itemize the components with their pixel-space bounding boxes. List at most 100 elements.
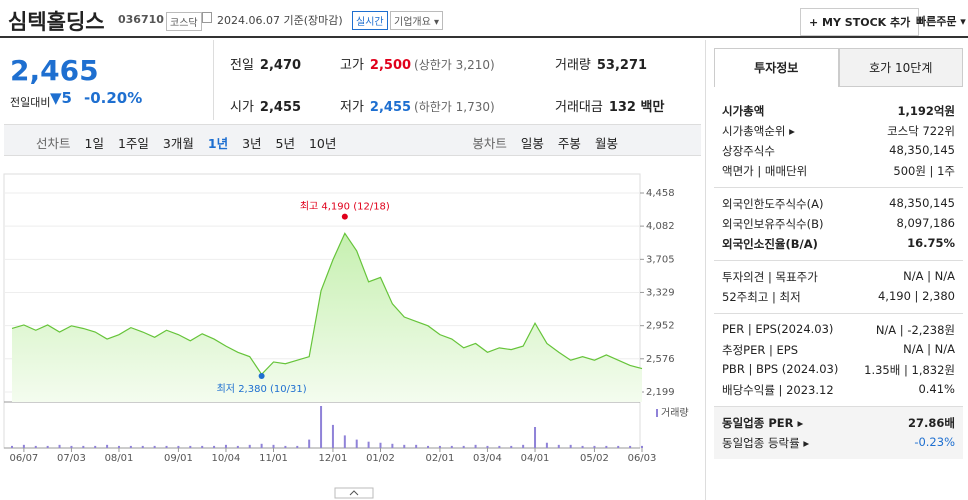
y-tick-label: 2,576: [646, 354, 675, 365]
invest-row: 외국인보유주식수(B) 8,097,186: [722, 214, 955, 234]
tab-label: 봉차트: [472, 136, 507, 151]
volume-bar: [296, 445, 299, 448]
invest-row: PER | EPS(2024.03) N/A | -2,238원: [722, 320, 955, 340]
x-tick-label: 01/02: [366, 453, 395, 464]
invest-row: 동일업종 등락률 ▸ -0.23%: [722, 433, 955, 453]
overview-button[interactable]: 기업개요 ▾: [390, 11, 443, 30]
quote-extra: (하한가 1,730): [414, 100, 495, 114]
invest-value: -0.23%: [914, 435, 955, 449]
volume-bar: [70, 445, 73, 448]
volume-bar: [106, 444, 109, 448]
legend-swatch: [656, 409, 658, 417]
volume-bar: [331, 424, 334, 448]
volume-bar: [581, 445, 584, 448]
volume-bar: [46, 445, 49, 448]
period-tab[interactable]: 3개월: [162, 136, 194, 151]
y-tick-label: 2,952: [646, 321, 675, 332]
volume-bar: [201, 445, 204, 448]
period-tab[interactable]: 10년: [308, 136, 337, 151]
volume-bar: [545, 442, 548, 448]
invest-row: 추정PER | EPS N/A | N/A: [722, 340, 955, 360]
invest-row: PBR | BPS (2024.03) 1.35배 | 1,832원: [722, 360, 955, 380]
volume-bar: [438, 445, 441, 448]
volume-bar: [474, 444, 477, 448]
volume-bar: [189, 445, 192, 448]
invest-value: N/A | -2,238원: [875, 323, 955, 337]
volume-bar: [260, 443, 263, 448]
market-badge: 코스닥: [166, 12, 202, 31]
volume-bar: [450, 445, 453, 448]
x-tick-label: 06/07: [9, 453, 38, 464]
invest-section: 동일업종 PER ▸ 27.86배 동일업종 등락률 ▸ -0.23%: [714, 407, 963, 459]
invest-value: N/A | N/A: [903, 342, 955, 356]
invest-row: 시가총액 1,192억원: [722, 101, 955, 121]
invest-label: 시가총액순위 ▸: [722, 124, 795, 138]
stock-code: 036710: [118, 13, 164, 26]
period-tab[interactable]: 5년: [275, 136, 295, 151]
volume-bar: [403, 444, 406, 448]
volume-bar: [510, 445, 513, 448]
period-tab[interactable]: 1일: [84, 136, 104, 151]
volume-bar: [248, 444, 251, 448]
volume-bar: [629, 445, 632, 448]
mystock-button[interactable]: + MY STOCK 추가: [800, 8, 920, 36]
invest-label: 외국인보유주식수(B): [722, 217, 824, 231]
volume-bar: [605, 445, 608, 448]
period-tab[interactable]: 1년: [207, 136, 229, 151]
volume-bar: [557, 444, 560, 448]
volume-bar: [427, 445, 430, 448]
quote-label: 전일: [230, 58, 254, 73]
volume-bar: [593, 445, 596, 448]
invest-label: 추정PER | EPS: [722, 343, 799, 357]
volume-bar: [272, 444, 275, 448]
invest-label: 상장주식수: [722, 144, 775, 158]
realtime-badge[interactable]: 실시간: [352, 11, 388, 30]
invest-label: PER | EPS(2024.03): [722, 322, 834, 336]
volume-bar: [165, 445, 168, 448]
tab-label: 선차트: [36, 136, 71, 151]
quote-value: 132 백만: [608, 100, 665, 115]
invest-value: 48,350,145: [889, 143, 955, 157]
x-tick-label: 08/01: [105, 453, 134, 464]
invest-label: PBR | BPS (2024.03): [722, 362, 839, 376]
candle-tab[interactable]: 주봉: [557, 136, 581, 151]
quick-order[interactable]: 빠른주문 ▾: [916, 15, 966, 28]
change: ▼5: [50, 89, 72, 107]
candle-tab[interactable]: 일봉: [520, 136, 544, 151]
invest-label: 투자의견 | 목표주가: [722, 270, 818, 284]
volume-bar: [224, 444, 227, 448]
candle-tab[interactable]: 월봉: [594, 136, 618, 151]
invest-value: 8,097,186: [896, 216, 955, 230]
x-tick-label: 02/01: [426, 453, 455, 464]
extreme-marker: [258, 373, 265, 380]
volume-bar: [94, 445, 97, 448]
volume-bar: [141, 445, 144, 448]
x-tick-label: 10/04: [212, 453, 241, 464]
period-tab[interactable]: 3년: [242, 136, 262, 151]
volume-bar: [617, 445, 620, 448]
invest-tab[interactable]: 투자정보: [714, 48, 839, 87]
invest-row: 액면가 | 매매단위 500원 | 1주: [722, 161, 955, 181]
calendar-icon: [202, 12, 212, 23]
volume-bar: [355, 439, 358, 448]
x-tick-label: 09/01: [164, 453, 193, 464]
volume-bar: [11, 445, 13, 448]
invest-row: 상장주식수 48,350,145: [722, 141, 955, 161]
divider: [0, 36, 968, 38]
invest-label: 52주최고 | 최저: [722, 290, 801, 304]
invest-value: 48,350,145: [889, 196, 955, 210]
invest-value: 4,190 | 2,380: [877, 289, 955, 303]
x-tick-label: 06/03: [628, 453, 657, 464]
quote-label: 저가: [340, 100, 364, 115]
quote-value: 2,455: [259, 100, 302, 115]
period-tab[interactable]: 1주일: [117, 136, 149, 151]
volume-bar: [534, 427, 537, 448]
invest-tab[interactable]: 호가 10단계: [838, 48, 963, 87]
invest-label: 동일업종 PER ▸: [722, 416, 804, 430]
volume-bar: [391, 443, 394, 448]
extreme-marker: [341, 213, 348, 220]
quote-label: 고가: [340, 58, 364, 73]
invest-tabs: 투자정보 호가 10단계: [714, 48, 963, 87]
quote-value: 2,470: [259, 58, 302, 73]
